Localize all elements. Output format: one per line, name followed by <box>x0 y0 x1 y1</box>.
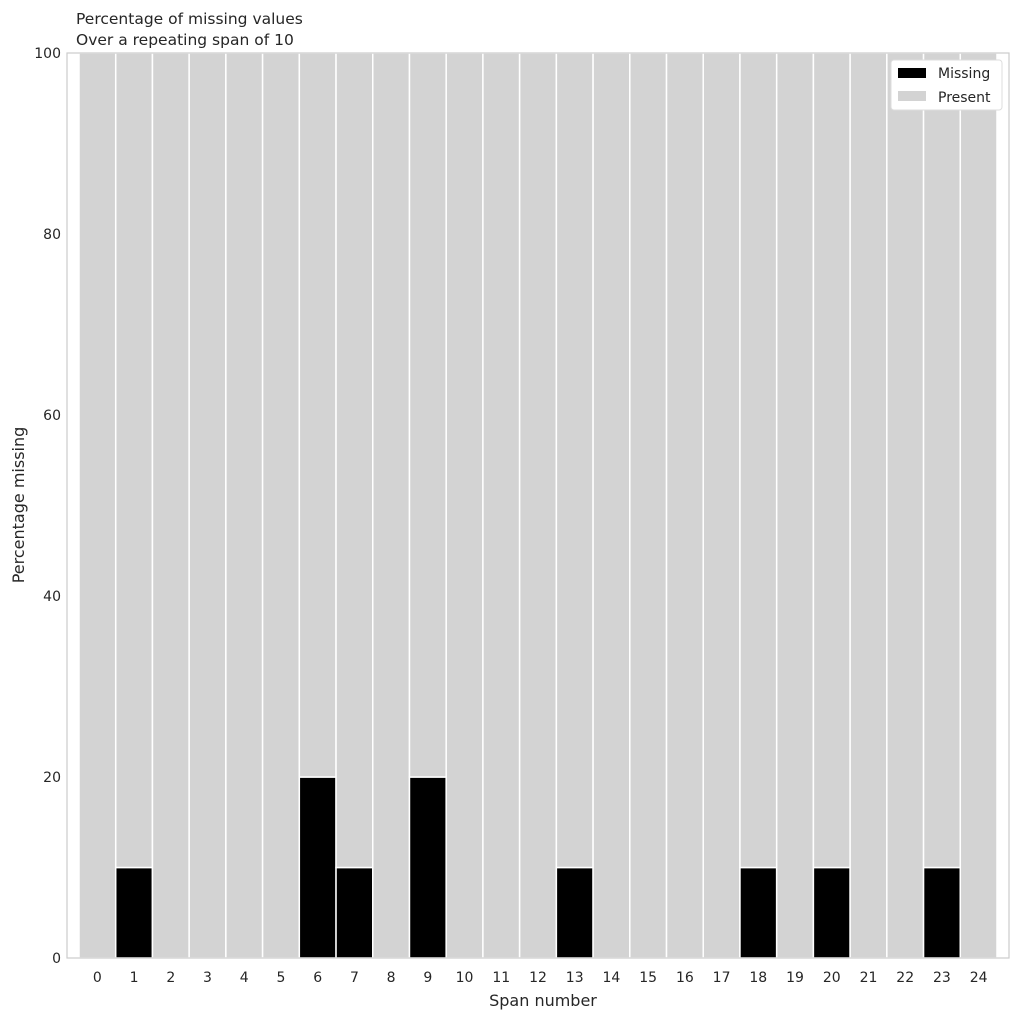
x-tick-label: 15 <box>639 970 657 986</box>
bar-present-15 <box>629 52 668 959</box>
chart-title: Percentage of missing values <box>76 10 303 28</box>
bar-missing-18 <box>739 866 778 959</box>
legend-swatch-present <box>898 91 926 101</box>
x-tick-label: 4 <box>240 970 249 986</box>
bar-present-21 <box>849 52 888 959</box>
y-tick-label: 20 <box>43 770 61 786</box>
chart-subtitle: Over a repeating span of 10 <box>76 31 294 49</box>
x-tick-label: 19 <box>786 970 804 986</box>
x-tick-label: 10 <box>456 970 474 986</box>
bar-present-10 <box>445 52 484 959</box>
bar-present-22 <box>886 52 925 959</box>
bar-present-17 <box>702 52 741 959</box>
y-ticks-group: 0 20 40 60 80 100 <box>34 46 61 967</box>
x-tick-label: 6 <box>313 970 322 986</box>
plot-frame <box>66 52 1010 959</box>
x-tick-label: 1 <box>130 970 139 986</box>
y-tick-label: 40 <box>43 589 61 605</box>
bar-present-16 <box>665 52 704 959</box>
y-tick-label: 60 <box>43 408 61 424</box>
x-tick-label: 3 <box>203 970 212 986</box>
legend-swatch-missing <box>898 68 926 78</box>
bar-present-18 <box>739 52 778 869</box>
y-axis-label: Percentage missing <box>9 427 28 584</box>
bar-present-13 <box>555 52 594 869</box>
bar-present-20 <box>812 52 851 869</box>
bar-missing-23 <box>922 866 962 959</box>
bar-present-4 <box>225 52 264 959</box>
x-tick-label: 16 <box>676 970 694 986</box>
x-tick-label: 20 <box>823 970 841 986</box>
bar-present-24 <box>959 52 998 959</box>
bar-present-8 <box>372 52 411 959</box>
bar-missing-13 <box>555 866 594 959</box>
bar-present-3 <box>188 52 227 959</box>
y-tick-label: 0 <box>52 951 61 967</box>
bar-present-14 <box>592 52 631 959</box>
x-tick-label: 23 <box>933 970 951 986</box>
x-tick-label: 5 <box>276 970 285 986</box>
x-ticks-group: 0 1 2 3 4 5 6 7 8 9 10 11 12 13 14 15 16 17 18 19 20 21 22 23 24 <box>93 970 988 986</box>
bar-present-7 <box>335 52 374 869</box>
legend: Missing Present <box>890 59 1003 111</box>
y-tick-label: 100 <box>34 46 61 62</box>
x-tick-label: 0 <box>93 970 102 986</box>
y-tick-label: 80 <box>43 227 61 243</box>
bar-present-9 <box>408 52 447 778</box>
bar-missing-7 <box>335 866 374 959</box>
x-tick-label: 22 <box>896 970 914 986</box>
bar-present-6 <box>298 52 337 778</box>
x-tick-label: 21 <box>860 970 878 986</box>
legend-label-present: Present <box>938 90 991 106</box>
bar-present-12 <box>518 52 558 959</box>
bar-present-23 <box>922 52 962 869</box>
bars-group <box>78 52 998 959</box>
bar-present-11 <box>482 52 521 959</box>
bar-present-2 <box>151 52 190 959</box>
x-tick-label: 11 <box>492 970 510 986</box>
bar-present-0 <box>78 52 117 959</box>
x-tick-label: 2 <box>166 970 175 986</box>
bar-present-1 <box>114 52 154 869</box>
x-tick-label: 18 <box>749 970 767 986</box>
x-tick-label: 7 <box>350 970 359 986</box>
legend-label-missing: Missing <box>938 66 990 82</box>
x-axis-label: Span number <box>489 991 597 1010</box>
x-tick-label: 9 <box>423 970 432 986</box>
bar-missing-9 <box>408 776 447 959</box>
x-tick-label: 24 <box>970 970 988 986</box>
bar-missing-1 <box>114 866 154 959</box>
x-tick-label: 8 <box>387 970 396 986</box>
bar-present-19 <box>775 52 815 959</box>
x-tick-label: 14 <box>603 970 621 986</box>
bar-missing-20 <box>812 866 851 959</box>
x-tick-label: 13 <box>566 970 584 986</box>
bar-present-5 <box>261 52 301 959</box>
x-tick-label: 12 <box>529 970 547 986</box>
bar-missing-6 <box>298 776 337 959</box>
x-tick-label: 17 <box>713 970 731 986</box>
